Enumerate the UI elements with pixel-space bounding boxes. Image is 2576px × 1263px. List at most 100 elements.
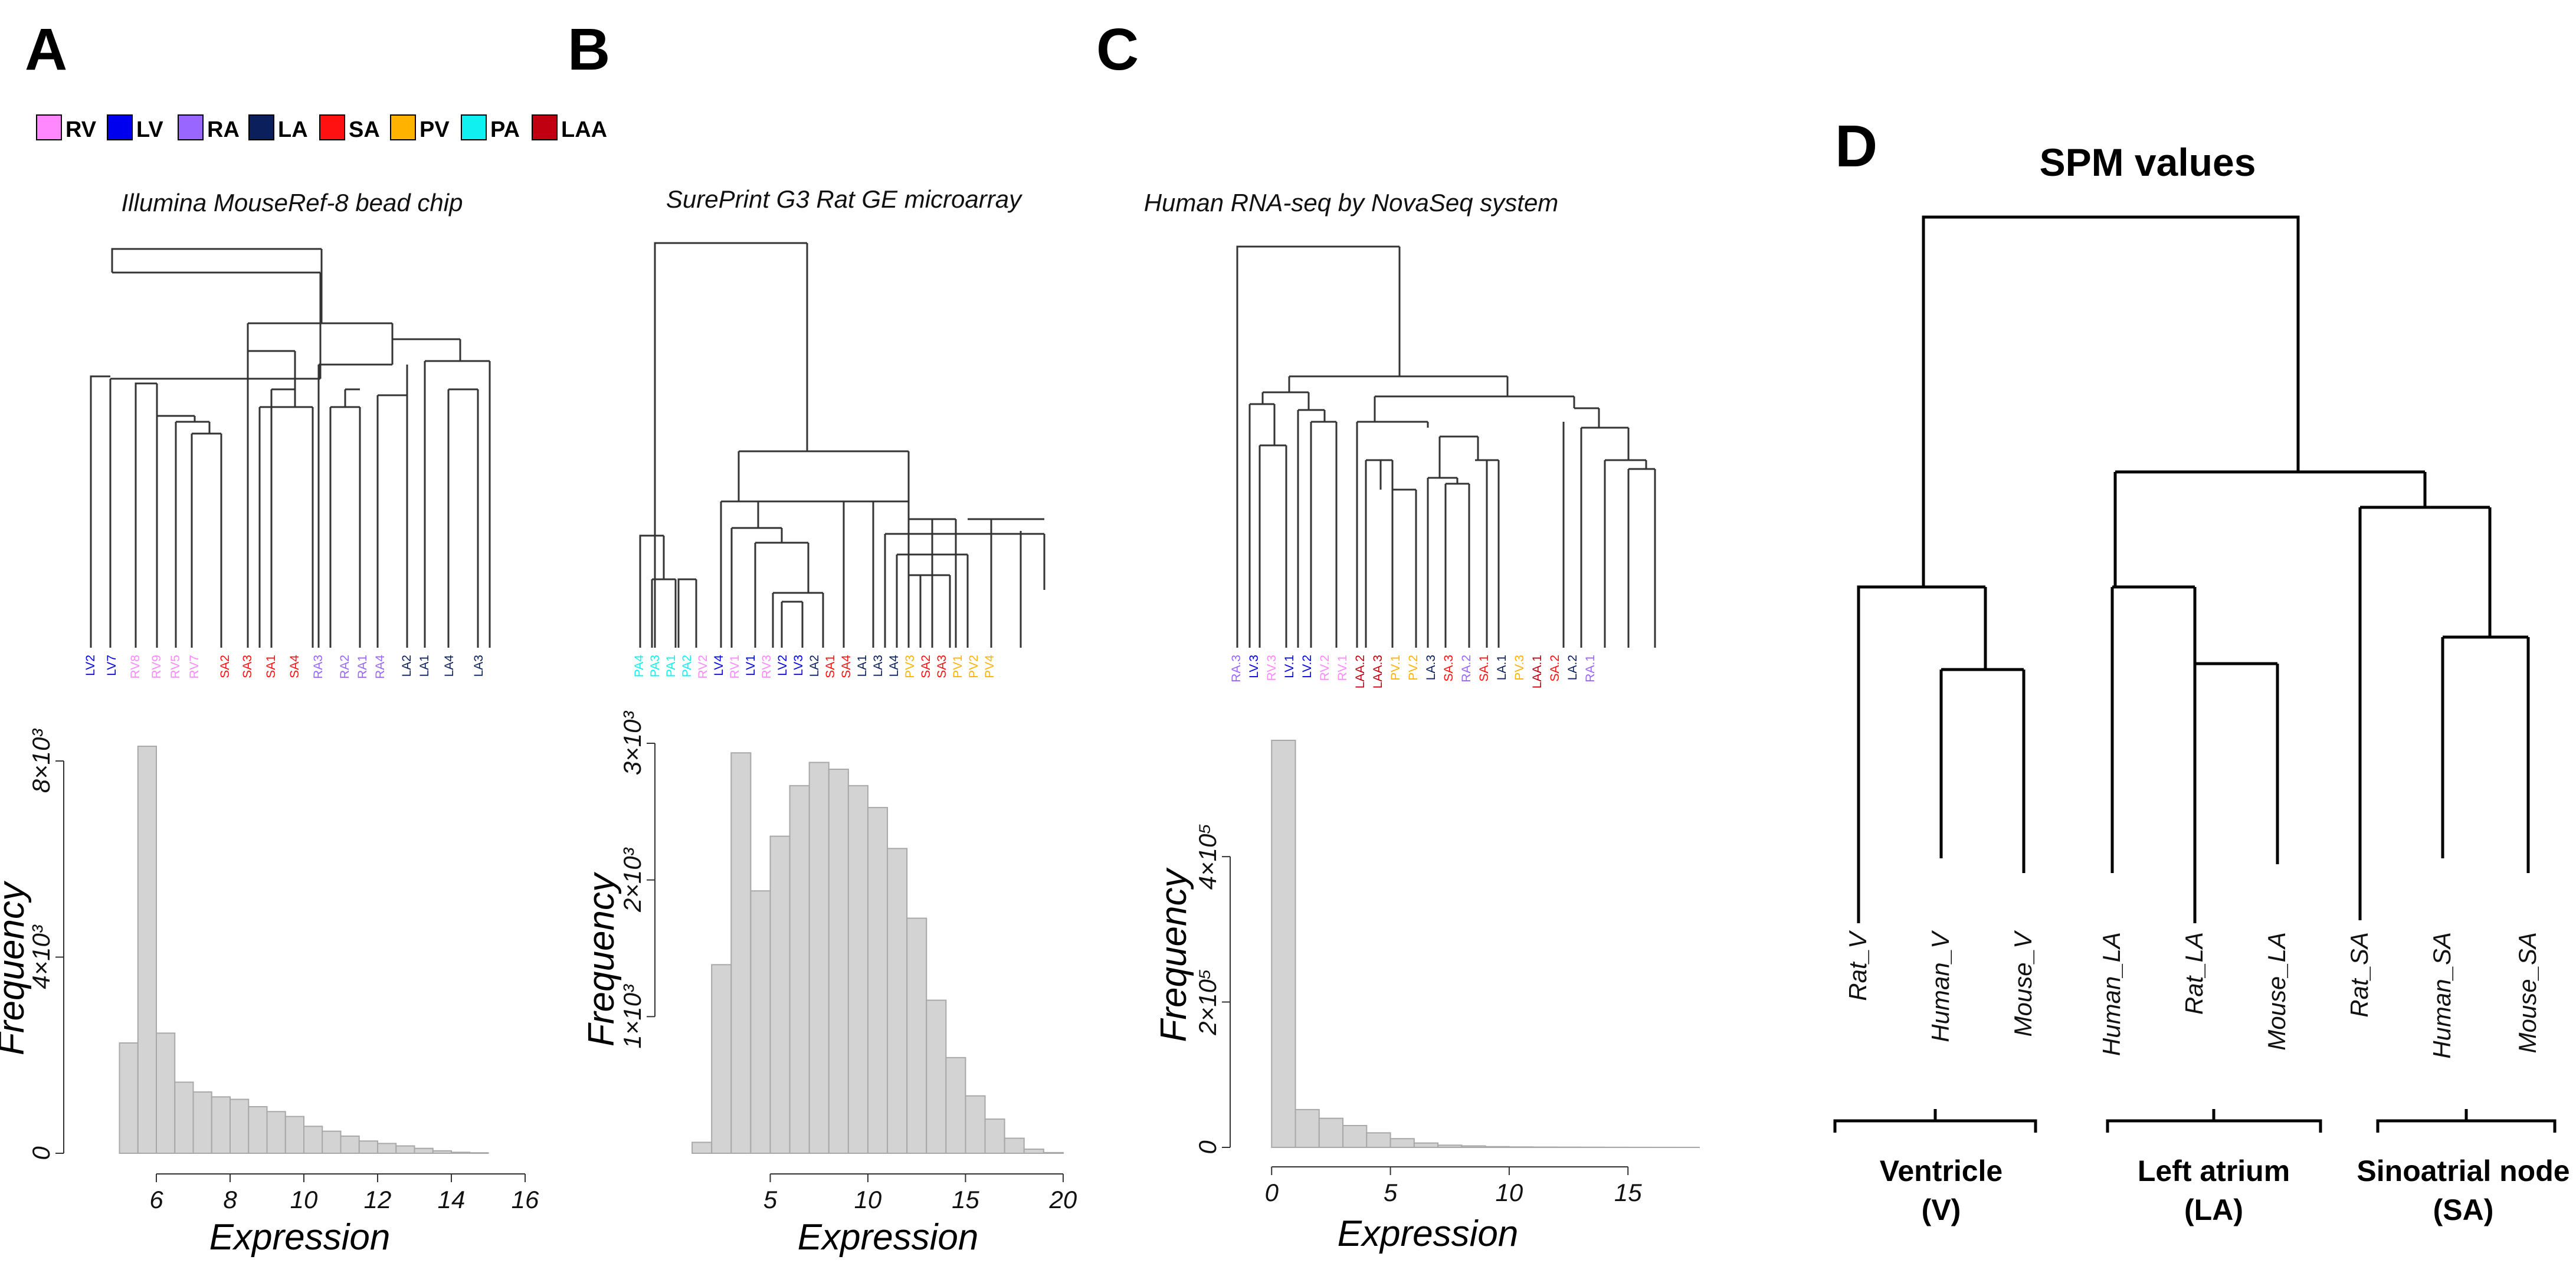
histogram-bar [340, 1135, 360, 1154]
legend-swatch-lv [107, 114, 133, 140]
histogram-bar [451, 1152, 471, 1154]
dendro-a-leaf: RV8 [129, 655, 142, 678]
dendro-d-leaf: Rat_LA [2180, 932, 2208, 1015]
x-tick-label: 15 [1614, 1179, 1642, 1206]
x-tick-label: 15 [952, 1186, 979, 1213]
histogram-bar [248, 1106, 268, 1154]
dendro-d-leaf: Human_V [1926, 930, 1954, 1042]
legend: RV LV RA LA SA PV PA LAA [36, 114, 607, 142]
legend-item-pa: PA [461, 114, 520, 142]
dendro-b-leaf: PA2 [680, 655, 694, 677]
histogram-bar [266, 1111, 286, 1154]
histogram-bar [1461, 1145, 1486, 1149]
group-label-sinoatrial-node: Sinoatrial node [2357, 1154, 2570, 1187]
dendro-a-leaf: SA4 [288, 655, 301, 678]
dendro-c-leaf: SA.3 [1442, 655, 1456, 682]
dendro-b-leaf: LV1 [744, 655, 758, 676]
x-tick-label: 10 [1496, 1179, 1523, 1206]
dendro-c-leaf: SA.1 [1477, 655, 1491, 682]
dendro-d-leaf: Mouse_V [2009, 930, 2037, 1036]
histogram-bar [1413, 1142, 1439, 1149]
dendrogram-c [1236, 245, 1656, 648]
histogram-bar [887, 848, 908, 1154]
histogram-bar [867, 806, 889, 1154]
y-tick-label: 8×10³ [27, 729, 55, 793]
x-tick-label: 14 [438, 1186, 466, 1213]
histogram-bar [906, 917, 928, 1154]
histogram-bar [789, 785, 810, 1154]
dendro-a-leaf: LV7 [105, 655, 119, 676]
legend-label-ra: RA [207, 117, 240, 142]
group-label-ventricle: Ventricle [1880, 1154, 2003, 1187]
panel-letter-b: B [568, 17, 610, 83]
histogram-a: 6 8 10 12 14 16 0 4×10³ 8×10³ Expression Frequency [0, 729, 539, 1258]
dendro-b-leaf: LA2 [808, 655, 821, 677]
group-abbr-left-atrium: (LA) [2184, 1193, 2243, 1226]
x-tick-label: 10 [290, 1186, 318, 1213]
legend-label-pa: PA [490, 117, 520, 142]
dendro-b-leaf: LA3 [871, 655, 885, 677]
x-tick-label: 5 [763, 1186, 778, 1213]
dendro-b-leaf: LV3 [792, 655, 805, 676]
histogram-bar [1271, 740, 1296, 1148]
histogram-bar [1023, 1149, 1044, 1154]
dendrogram-b-leaves: PA4 PA3 PA1 PA2 RV2 LV4 RV1 LV1 RV3 LV2 … [632, 655, 997, 679]
legend-label-pv: PV [419, 117, 450, 142]
x-tick-label: 5 [1384, 1179, 1398, 1206]
x-tick-label: 12 [364, 1186, 392, 1213]
y-axis-label: Frequency [0, 880, 32, 1055]
dendrogram-d-leaves: Rat_V Human_V Mouse_V Human_LA Rat_LA Mo… [1844, 930, 2541, 1059]
histogram-bar [284, 1116, 304, 1154]
dendro-d-leaf: Mouse_LA [2263, 932, 2290, 1051]
dendro-b-leaf: PV3 [903, 655, 917, 678]
panel-a-title: Illumina MouseRef-8 bead chip [122, 189, 463, 216]
legend-item-sa: SA [319, 114, 380, 142]
legend-swatch-rv [36, 114, 62, 140]
y-tick-label: 2×10⁵ [1194, 969, 1221, 1035]
x-tick-label: 0 [1265, 1179, 1279, 1206]
histogram-bar [984, 1118, 1005, 1154]
histogram-bar [377, 1143, 397, 1154]
dendrogram-a-leaves: LV2 LV7 RV8 RV9 RV5 RV7 SA2 SA3 SA1 SA4 … [84, 655, 486, 679]
histogram-bar [926, 999, 947, 1154]
legend-swatch-laa [532, 114, 558, 140]
legend-item-ra: RA [178, 114, 240, 142]
dendro-b-leaf: PV4 [983, 655, 997, 678]
dendro-c-leaf: RA.1 [1584, 655, 1597, 683]
dendro-b-leaf: SA4 [840, 655, 853, 678]
y-tick-label: 0 [27, 1146, 55, 1160]
y-tick-label: 4×10³ [27, 924, 55, 989]
histogram-bar [965, 1095, 986, 1154]
histogram-bar [432, 1150, 452, 1154]
x-tick-label: 10 [854, 1186, 882, 1213]
histogram-bar [303, 1126, 323, 1154]
histogram-bar [230, 1098, 250, 1154]
dendro-b-leaf: SA3 [935, 655, 949, 678]
dendro-d-leaf: Rat_V [1844, 930, 1872, 1001]
histogram-bar [322, 1130, 342, 1154]
y-tick-label: 3×10³ [618, 711, 646, 776]
dendro-b-leaf: RV2 [696, 655, 710, 678]
histogram-bar [358, 1140, 378, 1154]
dendrogram-c-leaves: RA.3 LV.3 RV.3 LV.1 LV.2 RV.2 RV.1 LAA.2… [1230, 655, 1597, 688]
legend-label-la: LA [278, 117, 308, 142]
dendro-a-leaf: RV5 [169, 655, 182, 678]
histogram-bar [1318, 1117, 1344, 1148]
dendro-b-leaf: LA4 [887, 655, 901, 677]
dendro-b-leaf: RV1 [728, 655, 742, 678]
legend-swatch-la [248, 114, 274, 140]
histogram-bar [1366, 1132, 1391, 1149]
legend-label-lv: LV [136, 117, 163, 142]
x-axis-label: Expression [209, 1217, 391, 1258]
dendro-a-leaf: SA3 [241, 655, 254, 678]
legend-swatch-sa [319, 114, 345, 140]
dendro-c-leaf: LA.2 [1566, 655, 1579, 680]
histogram-bar [1342, 1125, 1368, 1149]
histogram-bar [730, 752, 752, 1154]
histogram-bar [395, 1145, 415, 1154]
dendro-d-leaf: Mouse_SA [2513, 932, 2541, 1053]
dendro-d-leaf: Human_SA [2428, 932, 2456, 1059]
dendro-c-leaf: LAA.1 [1530, 655, 1544, 688]
y-tick-label: 2×10³ [618, 847, 646, 913]
dendrogram-d-groups: Ventricle (V) Left atrium (LA) Sinoatria… [1880, 1154, 2570, 1226]
